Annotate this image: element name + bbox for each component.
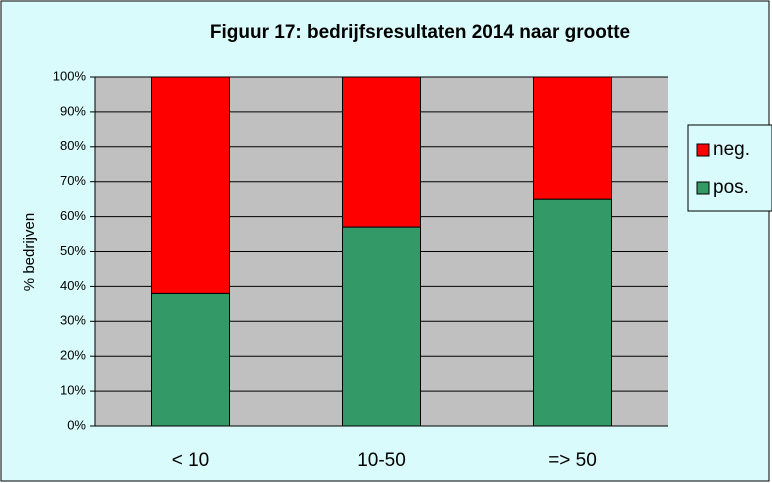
y-axis-label: % bedrijven	[21, 213, 38, 291]
x-tick-label: < 10	[172, 450, 210, 471]
bar-segment	[151, 292, 230, 427]
bar-segment	[342, 226, 421, 427]
y-tick-label: 50%	[60, 243, 86, 258]
bar-segment	[151, 76, 230, 294]
x-tick-label: => 50	[548, 450, 597, 471]
y-tick-label: 70%	[60, 173, 86, 188]
bar-segment	[342, 76, 421, 228]
y-tick-label: 100%	[53, 68, 87, 83]
legend-swatch	[696, 143, 710, 157]
bar-segment	[533, 198, 612, 427]
y-tick-label: 60%	[60, 208, 86, 223]
y-tick-label: 10%	[60, 383, 86, 398]
x-tick-label: 10-50	[357, 450, 406, 471]
y-tick-label: 20%	[60, 348, 86, 363]
y-tick-label: 40%	[60, 278, 86, 293]
legend-label: neg.	[713, 139, 750, 160]
legend-label: pos.	[713, 177, 749, 198]
y-tick-label: 0%	[67, 417, 86, 432]
y-tick-label: 80%	[60, 138, 86, 153]
y-tick-label: 90%	[60, 103, 86, 118]
y-tick-label: 30%	[60, 313, 86, 328]
chart-title: Figuur 17: bedrijfsresultaten 2014 naar …	[210, 22, 630, 43]
bar-segment	[533, 76, 612, 200]
legend-box	[687, 124, 772, 212]
legend-swatch	[696, 181, 710, 195]
